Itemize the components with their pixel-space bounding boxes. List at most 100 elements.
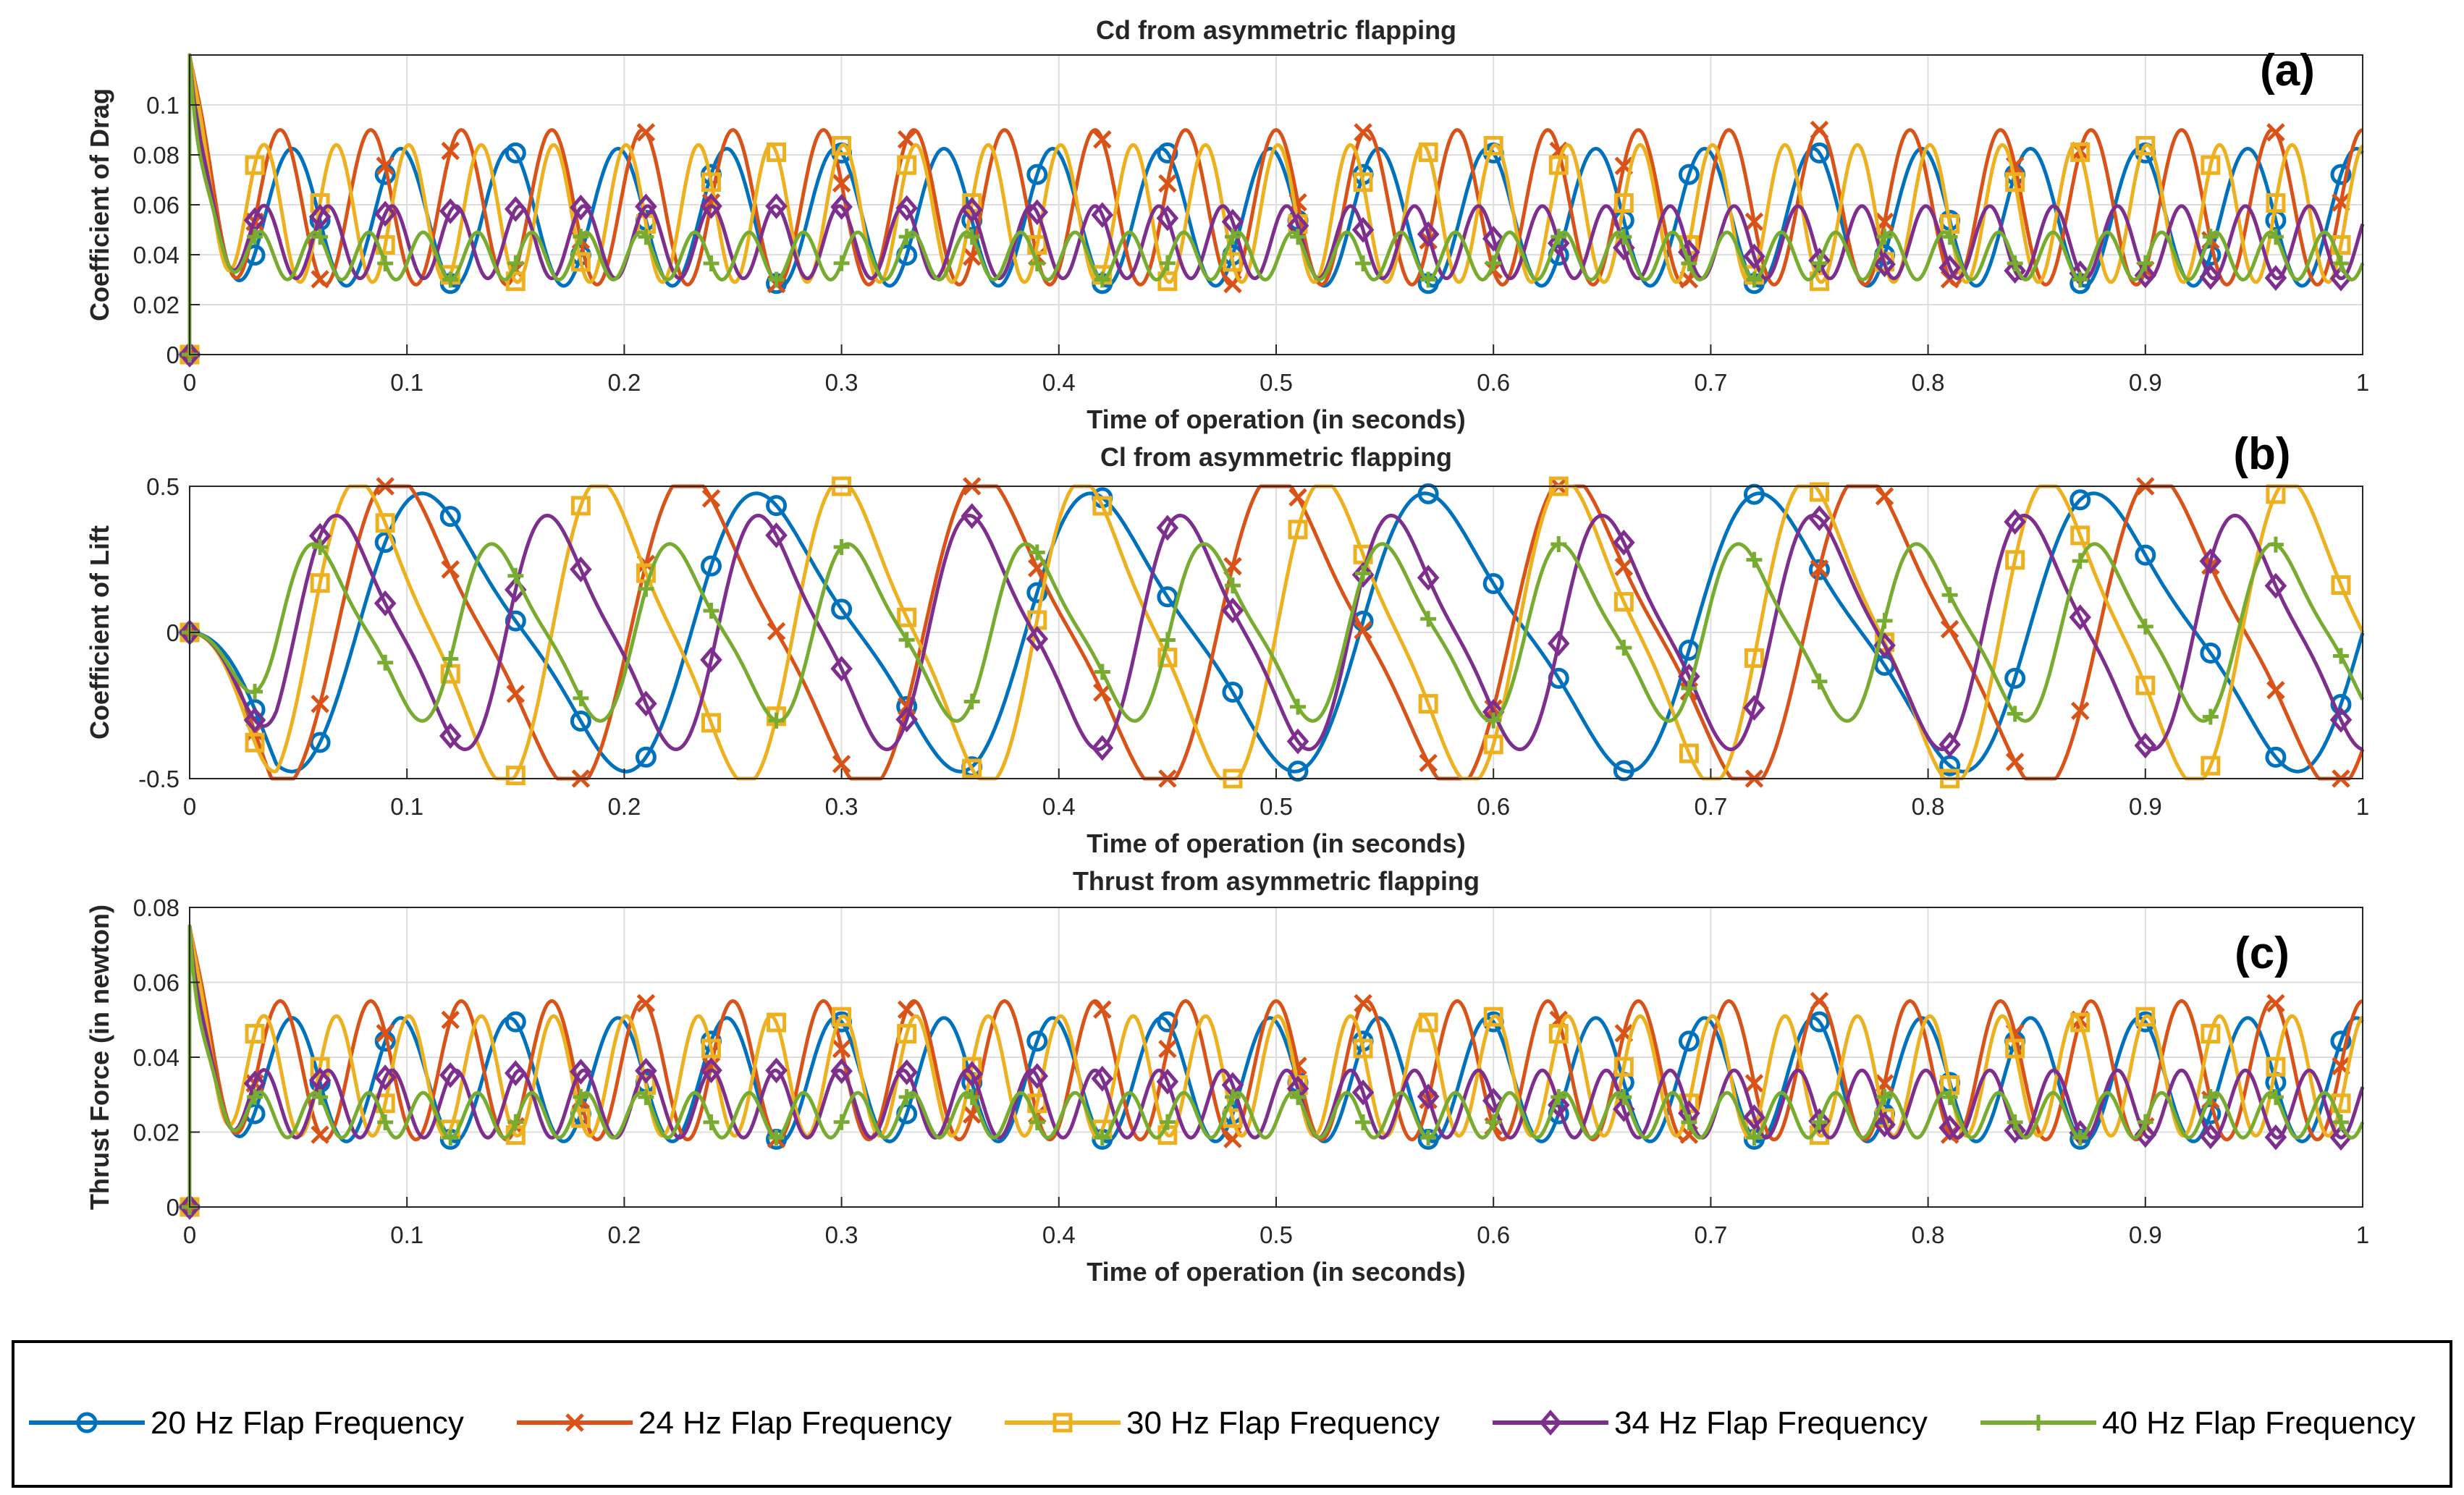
x-tick-label: 0.4 (1042, 793, 1076, 820)
data-point (2199, 548, 2222, 575)
series-line-2 (187, 924, 2363, 1207)
y-tick-label: 0.02 (133, 1119, 180, 1146)
data-point (1550, 1089, 1567, 1106)
data-point (1681, 255, 1697, 271)
data-point (2329, 706, 2353, 733)
data-point (2069, 489, 2091, 511)
data-point (1094, 664, 1110, 680)
data-point (374, 200, 397, 227)
data-point (1809, 559, 1830, 580)
chart-title: Cd from asymmetric flapping (1096, 15, 1456, 45)
x-tick-label: 0.6 (1477, 793, 1510, 820)
data-point (1483, 1007, 1503, 1027)
y-tick-label: 0 (166, 342, 180, 368)
data-point (2005, 550, 2025, 570)
data-point (1221, 597, 1244, 624)
data-point (1485, 712, 1502, 729)
data-point (441, 1010, 460, 1030)
data-point (2135, 135, 2156, 156)
data-point (2266, 994, 2285, 1013)
data-point (2330, 164, 2352, 185)
data-point (178, 1194, 201, 1220)
series-line-3 (189, 484, 2365, 781)
data-point (374, 1064, 397, 1090)
data-point (1681, 1114, 1697, 1130)
data-point (2332, 1114, 2349, 1130)
y-tick-label: 0.1 (146, 92, 180, 119)
data-point (2202, 229, 2219, 245)
legend-item-5: 40 Hz Flap Frequency (1980, 1405, 2416, 1441)
data-point (506, 685, 526, 703)
x-tick-label: 0.2 (607, 793, 641, 820)
data-point (1616, 229, 1632, 245)
data-point (2135, 544, 2156, 566)
data-point (2069, 604, 2092, 630)
data-point (2005, 753, 2025, 771)
data-point (1026, 582, 1048, 603)
data-point (439, 506, 461, 528)
data-point (638, 1089, 654, 1106)
data-point (963, 229, 980, 245)
data-point (897, 1024, 917, 1044)
data-point (1744, 648, 1764, 668)
data-point (2072, 271, 2088, 288)
data-point (1940, 619, 1959, 639)
data-point (441, 560, 460, 579)
data-point (1351, 216, 1375, 243)
data-point (1614, 557, 1634, 577)
data-point (1355, 255, 1372, 271)
legend-label: 30 Hz Flap Frequency (1126, 1405, 1440, 1441)
data-point (830, 656, 853, 682)
series-line-1 (189, 491, 2365, 774)
data-point (1093, 1000, 1112, 1019)
data-point (767, 622, 786, 641)
x-tick-label: 0.2 (607, 1221, 641, 1248)
data-point (1224, 1089, 1241, 1106)
data-point (1418, 142, 1438, 162)
data-point (831, 598, 853, 620)
x-tick-label: 0 (183, 1221, 196, 1248)
data-point (1746, 271, 1763, 288)
x-tick-label: 0.7 (1694, 369, 1727, 396)
data-point (570, 711, 591, 732)
data-point (700, 555, 722, 577)
data-point (312, 1089, 329, 1106)
data-point (2070, 142, 2090, 162)
data-point (1354, 621, 1372, 640)
data-point (2134, 732, 2157, 759)
data-point (1026, 199, 1049, 226)
data-point (1026, 1063, 1049, 1089)
x-tick-label: 0.5 (1260, 369, 1293, 396)
data-point (570, 1059, 592, 1085)
x-tick-label: 0.7 (1694, 1221, 1727, 1248)
data-point (1353, 172, 1373, 192)
panel-label: (a) (2260, 46, 2315, 96)
data-point (898, 632, 915, 648)
data-point (245, 1024, 265, 1044)
data-point (308, 203, 332, 230)
data-point (1417, 483, 1439, 504)
series-line-5 (189, 542, 2365, 723)
data-point (2267, 229, 2284, 245)
x-tick-label: 0.3 (825, 1221, 858, 1248)
data-point (1550, 229, 1567, 245)
data-point (311, 695, 329, 713)
legend-label: 20 Hz Flap Frequency (151, 1405, 464, 1441)
data-point (375, 513, 395, 533)
y-axis-label: Coefficient of Lift (85, 525, 114, 740)
data-point (1157, 586, 1178, 608)
data-point (2266, 123, 2285, 142)
data-point (895, 195, 918, 221)
data-point (1613, 234, 1635, 261)
x-tick-label: 0.6 (1477, 1221, 1510, 1248)
data-point (2135, 675, 2156, 695)
y-tick-label: 0.08 (133, 894, 180, 921)
data-point (2201, 155, 2221, 175)
data-point (1547, 630, 1570, 657)
data-point (1744, 212, 1764, 232)
data-point (374, 590, 397, 617)
data-point (700, 192, 722, 219)
data-point (1223, 252, 1243, 272)
data-point (1287, 761, 1309, 782)
